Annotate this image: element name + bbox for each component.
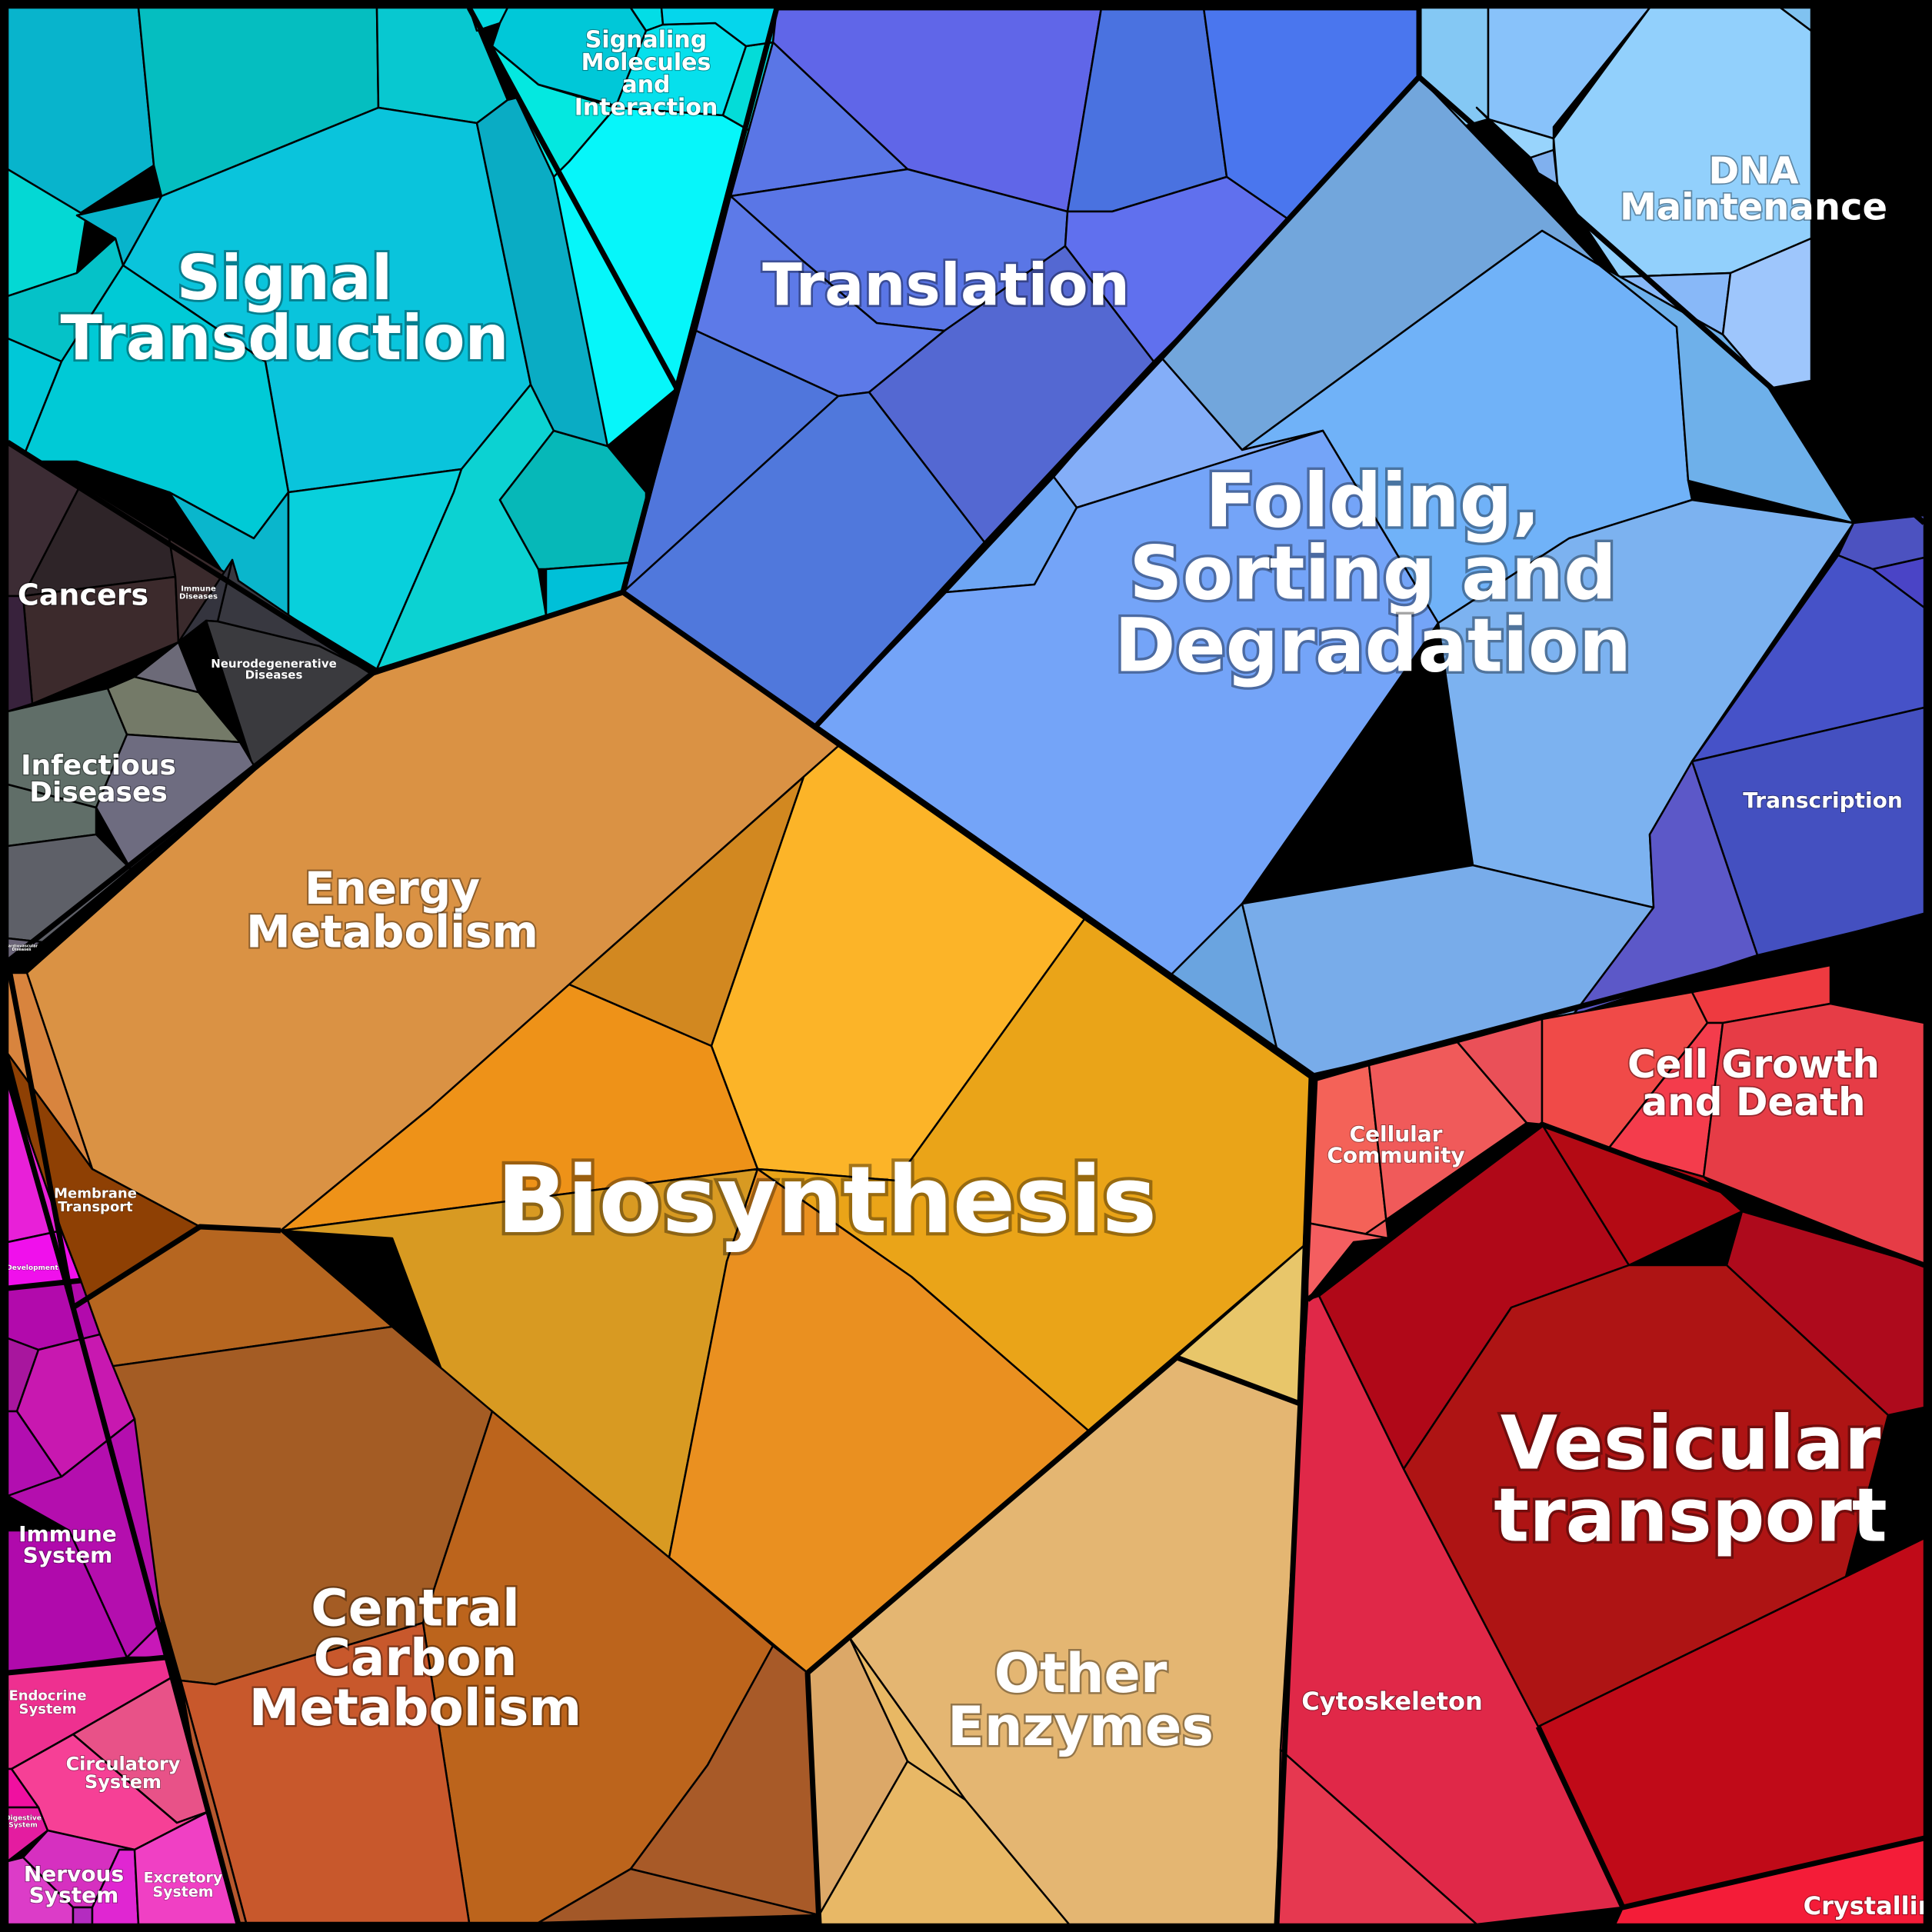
label-digestive-system: Digestive System [5, 1815, 42, 1830]
cell-dna-maintenance-6[interactable] [1721, 237, 1813, 390]
cell-translation-7[interactable] [868, 245, 1155, 544]
label-transcription: Transcription [1743, 788, 1903, 813]
group-border-3 [1417, 75, 1927, 525]
group-border-10 [5, 1076, 281, 1311]
label-endocrine-system: Endocrine System [8, 1687, 86, 1717]
label-central-carbon-metabolism: Central Carbon Metabolism [249, 1578, 581, 1737]
cell-nervous-system-2[interactable] [72, 1906, 94, 1926]
labels-layer: Signal Transduction Signaling Molecules and I… [5, 25, 1932, 1921]
group-infectious-diseases[interactable] [6, 641, 258, 963]
label-biosynthesis: Biosynthesis [497, 1148, 1157, 1254]
label-membrane-transport: Membrane Transport [54, 1185, 137, 1215]
label-immune-diseases: Immune Diseases [179, 585, 218, 601]
label-signal-transduction: Signal Transduction [60, 242, 508, 374]
label-immune-system: Immune System [18, 1521, 117, 1567]
label-vesicular-transport: Vesicular transport [1494, 1401, 1887, 1559]
group-border-7 [1305, 1121, 1926, 1302]
cell-infectious-diseases-1[interactable] [106, 675, 242, 744]
cell-infectious-diseases-3[interactable] [95, 733, 258, 871]
group-biosynthesis[interactable] [279, 744, 1313, 1674]
label-nervous-system: Nervous System [24, 1861, 124, 1907]
group-border-1 [620, 7, 818, 729]
group-vesicular-transport[interactable] [1317, 1123, 1926, 1909]
label-neurodegenerative-diseases: Neurodegenerative Diseases [211, 657, 337, 682]
label-signaling-molecules-and-interaction: Signaling Molecules and Interaction [575, 26, 718, 121]
label-cellular-community: Cellular Community [1327, 1121, 1464, 1168]
label-translation: Translation [762, 251, 1130, 319]
group-border-8 [1535, 1725, 1925, 1910]
group-other-enzymes[interactable] [806, 1356, 1301, 1926]
group-border-5 [5, 671, 375, 964]
group-border-13 [7, 1277, 82, 1291]
label-development: Development [6, 1264, 58, 1272]
label-energy-metabolism: Energy Metabolism [246, 862, 538, 958]
cell-dna-maintenance-7[interactable] [1529, 148, 1559, 186]
label-infectious-diseases: Infectious Diseases [21, 750, 176, 808]
cell-transcription-4[interactable] [1571, 760, 1759, 1017]
label-folding-sorting-and-degradation: Folding, Sorting and Degradation [1114, 458, 1631, 689]
group-folding-sorting-and-degradation[interactable] [814, 75, 1855, 1082]
group-border-11 [5, 961, 242, 1925]
cell-other-enzymes-3[interactable] [848, 1637, 967, 1801]
label-excretory-system: Excretory System [144, 1869, 223, 1900]
group-translation[interactable] [621, 6, 1421, 728]
label-dna-maintenance: DNA Maintenance [1620, 149, 1887, 228]
group-central-carbon-metabolism[interactable] [72, 1225, 821, 1924]
cell-cellular-community-1[interactable] [1352, 1041, 1528, 1244]
group-border-12 [7, 1654, 166, 1676]
cell-infectious-diseases-2[interactable] [133, 641, 200, 694]
group-signal-transduction[interactable] [6, 6, 663, 671]
label-circulatory-system: Circulatory System [66, 1754, 181, 1794]
label-other-enzymes: Other Enzymes [948, 1642, 1214, 1758]
label-cancers: Cancers [18, 578, 148, 611]
group-dna-maintenance[interactable] [1417, 6, 1813, 390]
cells-layer [6, 6, 1926, 1926]
group-neurodegenerative-diseases[interactable] [177, 558, 375, 771]
label-cell-growth-and-death: Cell Growth and Death [1627, 1042, 1880, 1124]
group-transcription[interactable] [1571, 514, 1926, 1017]
group-border-9 [804, 724, 1314, 1925]
cell-central-carbon-metabolism-5[interactable] [537, 1867, 821, 1924]
cell-biosynthesis-2[interactable] [279, 983, 759, 1232]
label-crystallins: Crystallins [1804, 1891, 1932, 1920]
label-cytoskeleton: Cytoskeleton [1301, 1687, 1483, 1716]
label-cardiovascular-diseases: Cardiovascular Diseases [5, 944, 38, 952]
